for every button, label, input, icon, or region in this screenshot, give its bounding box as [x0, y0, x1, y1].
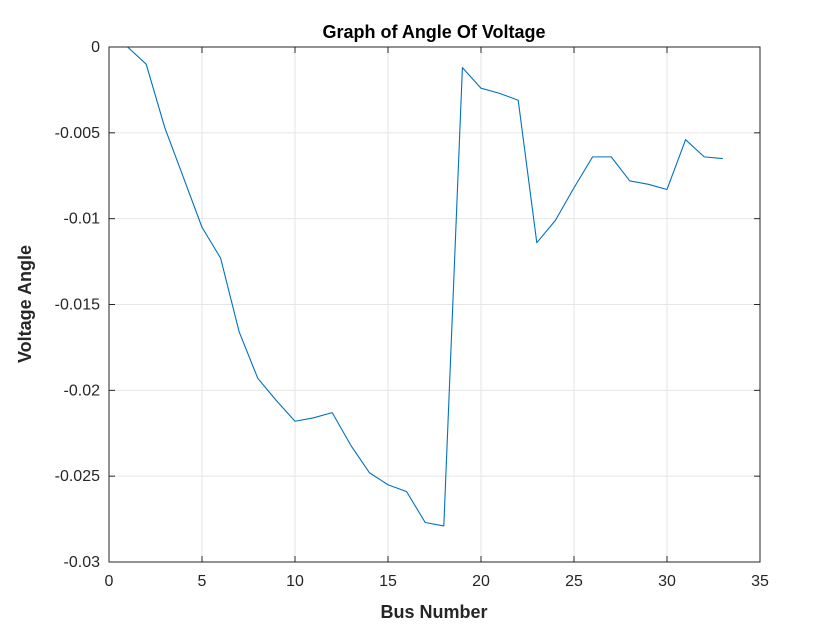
y-tick-label: 0 — [91, 39, 100, 56]
x-tick-label: 30 — [658, 573, 676, 590]
grid-layer — [109, 47, 760, 562]
y-tick-label: -0.025 — [55, 468, 100, 485]
x-tick-label: 25 — [565, 573, 583, 590]
y-tick-label: -0.02 — [64, 382, 101, 399]
y-axis-title: Voltage Angle — [15, 245, 35, 363]
tick-layer: 0 5 10 15 20 25 30 35 0 -0.005 -0.01 -0.015 -0.02 -0.… — [55, 39, 769, 590]
x-tick-label: 10 — [286, 573, 304, 590]
x-tick-label: 15 — [379, 573, 397, 590]
series-line — [127, 46, 723, 527]
chart-title: Graph of Angle Of Voltage — [322, 22, 545, 42]
x-tick-label: 5 — [198, 573, 207, 590]
y-tick-label: -0.01 — [64, 211, 101, 228]
x-tick-label: 35 — [751, 573, 769, 590]
x-tick-label: 0 — [105, 573, 114, 590]
y-tick-label: -0.03 — [64, 554, 101, 571]
x-axis-title: Bus Number — [380, 602, 487, 622]
y-tick-label: -0.015 — [55, 297, 100, 314]
y-tick-label: -0.005 — [55, 125, 100, 142]
x-tick-label: 20 — [472, 573, 490, 590]
